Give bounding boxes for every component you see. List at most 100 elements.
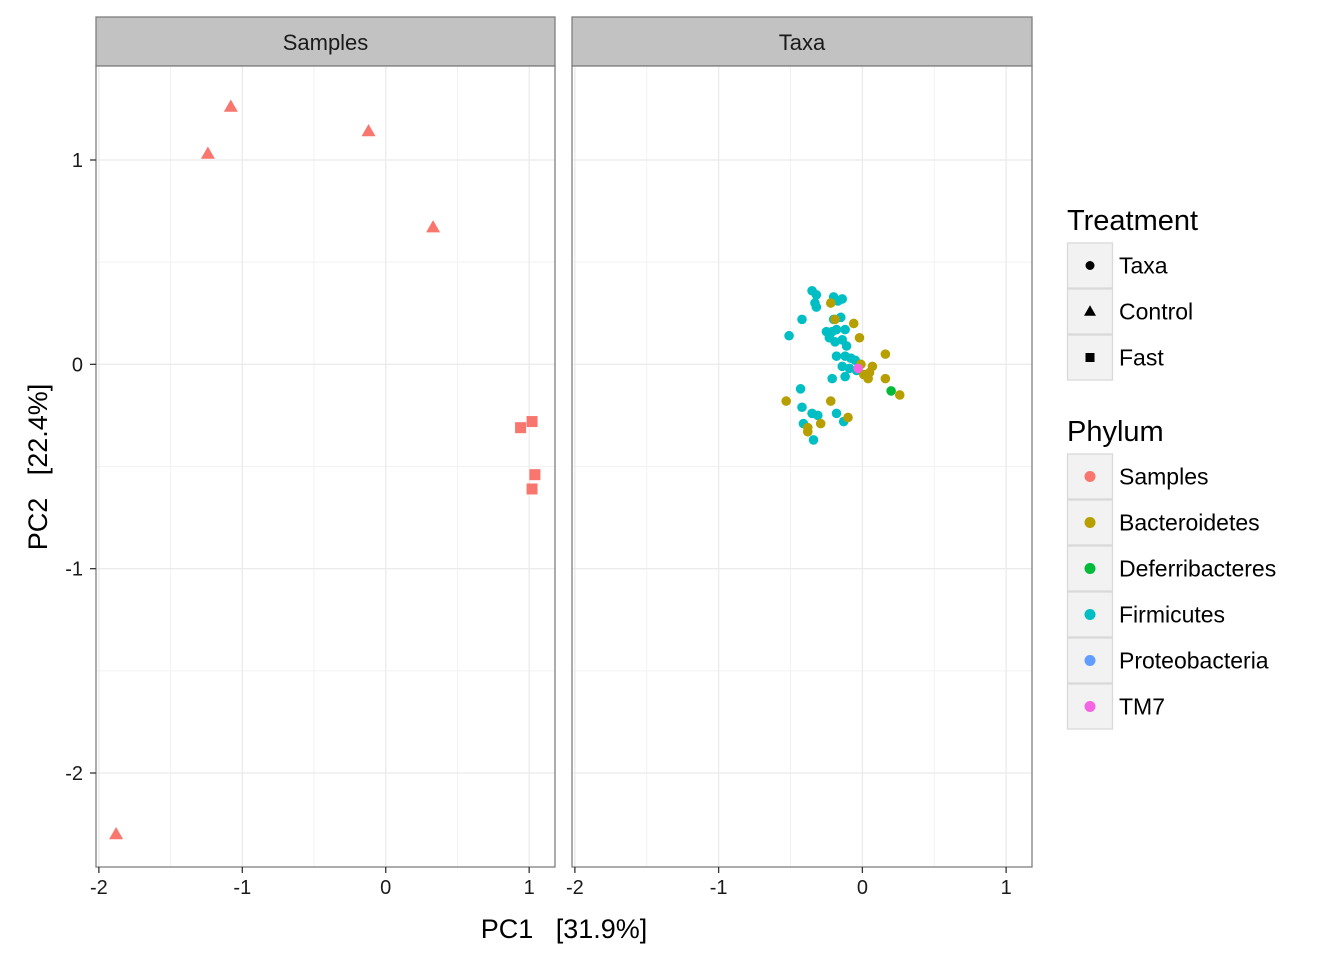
legend-color-dot: [1084, 655, 1096, 666]
x-tick-label: -1: [233, 877, 251, 899]
data-point-circle: [795, 384, 806, 394]
data-point-circle: [813, 410, 823, 421]
legend-square-icon: [1085, 353, 1095, 362]
x-tick-label: 1: [524, 877, 535, 899]
panel-strip-samples: [95, 16, 556, 67]
data-point-circle: [886, 386, 896, 396]
data-point-circle: [880, 373, 891, 384]
data-point-circle: [843, 412, 853, 423]
legend-color-dot: [1084, 609, 1096, 620]
panel-grid-taxa: [572, 66, 1032, 867]
data-point-triangle: [426, 220, 441, 233]
data-point-square: [526, 483, 538, 495]
data-point-circle: [825, 396, 836, 406]
data-point-circle: [781, 396, 791, 406]
legend-label: Samples: [1119, 464, 1208, 490]
data-point-circle: [830, 314, 840, 325]
legend-key-box: [1066, 591, 1114, 638]
legend-label: Taxa: [1119, 253, 1168, 279]
legend-label: Bacteroidetes: [1119, 510, 1260, 536]
data-point-circle: [894, 390, 905, 400]
legend-triangle-icon: [1084, 305, 1096, 316]
data-point-circle: [853, 363, 863, 374]
x-tick-label: 0: [380, 877, 391, 899]
data-point-circle: [854, 332, 865, 343]
x-axis-samples: -2 -1 0 1: [90, 867, 535, 899]
data-point-circle: [815, 418, 826, 429]
data-point-triangle: [200, 146, 215, 159]
panel-points-samples: [109, 99, 541, 840]
data-point-circle: [830, 337, 840, 347]
legend-treatment-title: Treatment: [1067, 205, 1198, 237]
legend-label: Proteobacteria: [1119, 648, 1269, 674]
panel-strip-label-taxa: Taxa: [779, 30, 826, 55]
y-tick-label: -2: [65, 763, 83, 785]
legend-color-dot: [1084, 517, 1096, 528]
x-tick-label: 0: [857, 877, 868, 899]
data-point-circle: [837, 361, 848, 372]
y-tick-label: 1: [72, 150, 83, 172]
x-tick-label: -1: [710, 877, 728, 899]
data-point-square: [529, 469, 541, 481]
data-point-circle: [797, 314, 807, 325]
y-tick-label: -1: [65, 559, 83, 581]
panel-border-samples: [95, 65, 556, 868]
legend-label: Fast: [1119, 345, 1164, 371]
y-axis: -2 -1 0 1: [65, 150, 96, 785]
legend-treatment-items: Taxa Control Fast: [1066, 242, 1193, 381]
data-point-circle: [831, 408, 842, 419]
legend-key-box: [1066, 545, 1114, 592]
data-point-circle: [808, 435, 819, 445]
x-tick-label: -2: [566, 877, 584, 899]
x-tick-label: 1: [1001, 877, 1012, 899]
data-point-circle: [844, 363, 855, 374]
legend-label: Control: [1119, 299, 1193, 325]
legend-color-dot: [1084, 563, 1096, 574]
legend-color-dot: [1084, 701, 1096, 712]
data-point-circle: [840, 371, 850, 382]
data-point-circle: [827, 373, 837, 384]
data-point-circle: [840, 324, 850, 335]
legend-label: Deferribacteres: [1119, 556, 1276, 582]
x-tick-label: -2: [90, 877, 108, 899]
data-point-circle: [825, 298, 836, 308]
y-tick-label: 0: [72, 354, 83, 376]
data-point-circle: [802, 426, 813, 437]
data-point-circle: [811, 302, 822, 312]
panel-grid-samples: [96, 66, 555, 867]
panel-strip-taxa: [571, 16, 1033, 67]
panel-strip-label-samples: Samples: [283, 30, 369, 55]
data-point-circle: [863, 373, 873, 384]
data-point-circle: [797, 402, 807, 413]
x-axis-title: PC1 [31.9%]: [481, 914, 648, 944]
legend-phylum-items: Samples Bacteroidetes Deferribacteres Firmi…: [1066, 453, 1276, 730]
data-point-circle: [831, 324, 842, 335]
panel-taxa: Taxa: [571, 16, 1033, 868]
legend-phylum-title: Phylum: [1067, 416, 1164, 448]
data-point-triangle: [109, 826, 124, 840]
y-axis-title: PC2 [22.4%]: [23, 384, 53, 551]
data-point-square: [526, 416, 538, 428]
data-point-triangle: [361, 124, 376, 137]
legend-phylum: Phylum Samples Bacteroidetes Deferribacter…: [1066, 416, 1276, 730]
legend-treatment: Treatment Taxa Control Fast: [1066, 205, 1198, 381]
panel-border-taxa: [571, 65, 1033, 868]
data-point-circle: [833, 296, 843, 306]
legend-key-box: [1066, 499, 1114, 546]
data-point-circle: [831, 351, 842, 361]
data-point-circle: [811, 290, 822, 300]
data-point-circle: [880, 349, 891, 359]
legend-label: TM7: [1119, 694, 1165, 720]
legend-circle-icon: [1085, 261, 1095, 270]
legend-color-dot: [1084, 471, 1096, 482]
x-axis-taxa: -2 -1 0 1: [566, 867, 1012, 899]
data-point-circle: [841, 341, 852, 351]
legend-label: Firmicutes: [1119, 602, 1225, 628]
panel-samples: Samples: [95, 16, 556, 868]
data-point-circle: [784, 330, 794, 341]
data-point-square: [515, 422, 527, 434]
panel-points-taxa: [781, 285, 905, 445]
data-point-triangle: [223, 99, 238, 112]
data-point-circle: [848, 318, 859, 329]
